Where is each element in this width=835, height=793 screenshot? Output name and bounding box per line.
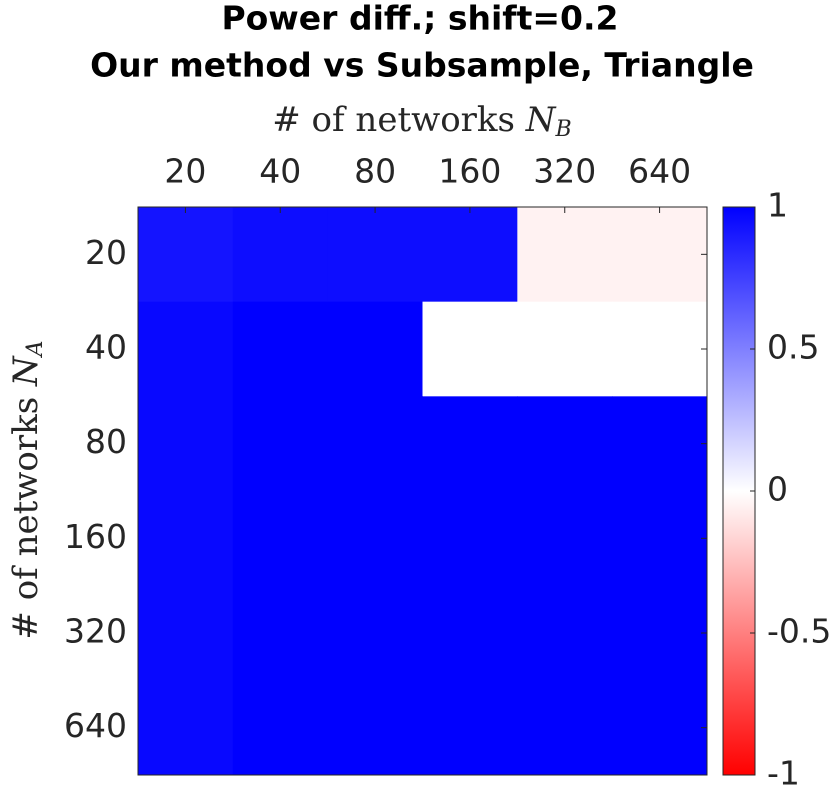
chart-title: Our method vs Subsample, Triangle [90, 46, 754, 85]
heatmap-cell [232, 396, 329, 492]
heatmap-cell [232, 585, 329, 681]
heatmap-cell [138, 301, 234, 397]
heatmap-cell [232, 680, 329, 776]
heatmap-cell [517, 207, 613, 303]
x-tick-label: 20 [164, 152, 206, 191]
heatmap-cell [327, 301, 423, 397]
heatmap-cell [517, 680, 613, 776]
y-axis-label: # of networks NA [6, 340, 48, 639]
label-subscript: B [555, 117, 572, 142]
heatmap-cell [422, 396, 518, 492]
heatmap-cell [138, 396, 234, 492]
heatmap-cell [612, 585, 708, 681]
plot-frame [137, 206, 708, 776]
heatmap-cell [138, 680, 234, 776]
heatmap-cell [232, 207, 329, 303]
heatmap-cell [232, 301, 329, 397]
heatmap-cell [232, 491, 329, 587]
colorbar-tick-label: -1 [767, 754, 800, 793]
label-subscript: A [23, 340, 48, 358]
heatmap-cell [327, 585, 423, 681]
heatmap-cell [327, 491, 423, 587]
y-tick-label: 40 [85, 328, 127, 367]
y-tick-label: 160 [64, 517, 127, 556]
heatmap-cell [612, 207, 708, 303]
colorbar-tick-label: 0.5 [767, 328, 819, 367]
heatmap-cell [517, 585, 613, 681]
label-symbol: N [525, 100, 557, 140]
heatmap-cell [422, 585, 518, 681]
heatmap-cell [612, 680, 708, 776]
heatmap-cell [422, 301, 518, 397]
colorbar-tick-label: 0 [767, 470, 788, 509]
x-tick-label: 320 [533, 152, 596, 191]
heatmap-cell [422, 491, 518, 587]
heatmap-cell [612, 491, 708, 587]
label-text: # of networks [272, 100, 515, 140]
x-tick-label: 80 [354, 152, 396, 191]
heatmap-cell [138, 207, 234, 303]
heatmap-cell [517, 301, 613, 397]
colorbar [722, 206, 756, 776]
colorbar-tick-label: -0.5 [767, 612, 831, 651]
heatmap-cell [138, 491, 234, 587]
y-tick-label: 320 [64, 612, 127, 651]
heatmap-cell [327, 396, 423, 492]
heatmap-cell [612, 301, 708, 397]
heatmap-cell [612, 396, 708, 492]
chart-title: Power diff.; shift=0.2 [221, 0, 618, 38]
x-tick-label: 40 [259, 152, 301, 191]
y-tick-label: 20 [85, 233, 127, 272]
x-tick-label: 640 [628, 152, 691, 191]
heatmap-cell [517, 396, 613, 492]
label-text: # of networks [6, 397, 46, 640]
label-symbol: N [6, 355, 46, 387]
heatmap-cell [422, 207, 518, 303]
heatmap-cell [327, 680, 423, 776]
x-axis-label: # of networks NB [272, 100, 571, 142]
heatmap-cell [517, 491, 613, 587]
y-tick-label: 640 [64, 706, 127, 745]
heatmap-cell [422, 680, 518, 776]
colorbar-tick-label: 1 [767, 186, 788, 225]
heatmap-cell [327, 207, 423, 303]
y-tick-label: 80 [85, 422, 127, 461]
heatmap-cell [138, 585, 234, 681]
x-tick-label: 160 [438, 152, 501, 191]
